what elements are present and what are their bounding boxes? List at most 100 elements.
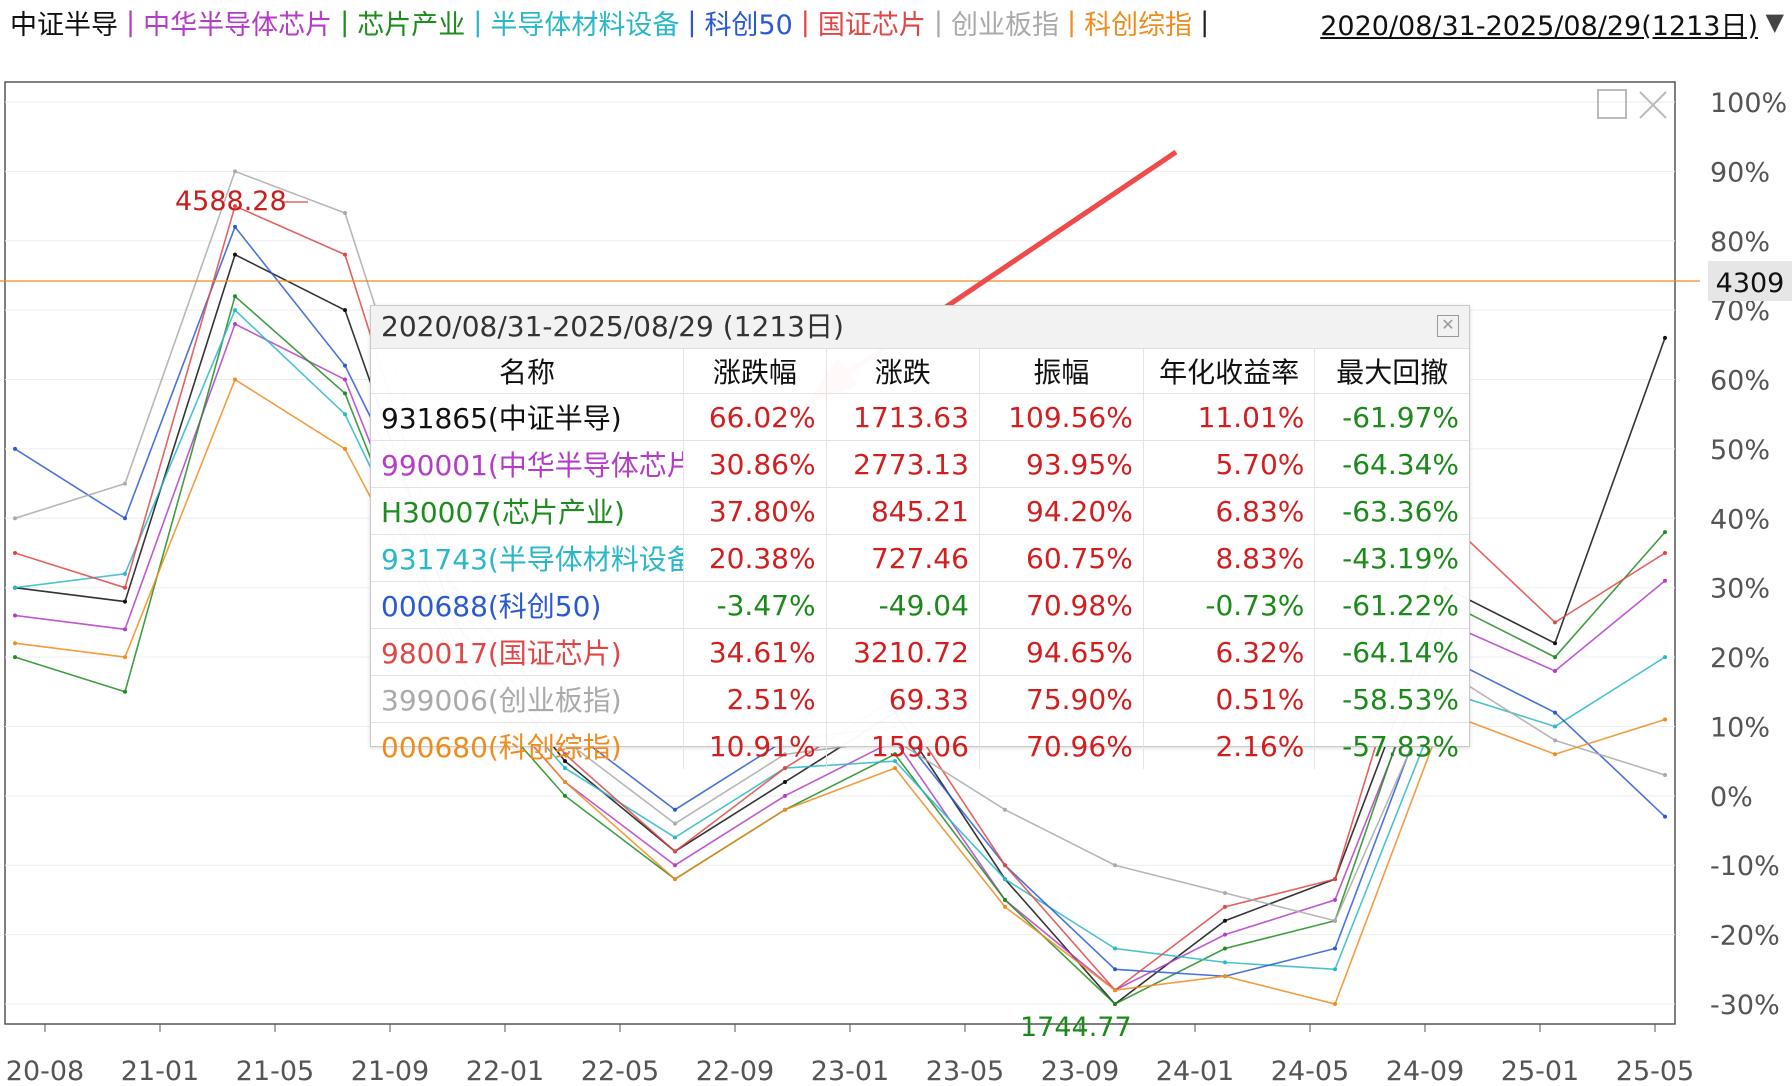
legend-item[interactable]: 芯片产业	[357, 9, 466, 41]
data-point	[1113, 1002, 1117, 1006]
y-tick-label: 40%	[1710, 504, 1770, 535]
series-line	[14, 378, 1666, 1005]
cell-drawdown: -43.19%	[1314, 534, 1469, 582]
data-point	[123, 571, 127, 576]
x-tick-label: 25-01	[1501, 1056, 1579, 1086]
data-point	[1333, 918, 1337, 923]
data-point	[673, 807, 677, 812]
legend-separator: |	[687, 6, 697, 38]
data-point	[343, 211, 347, 216]
cell-amplitude: 94.20%	[978, 487, 1144, 535]
y-tick-label: 90%	[1710, 157, 1770, 188]
current-value-label: 4309	[1716, 268, 1785, 299]
data-point	[1553, 620, 1557, 625]
data-point	[1223, 918, 1227, 923]
data-point	[1663, 530, 1667, 535]
cell-annual: 6.83%	[1142, 487, 1315, 535]
cell-change: 69.33	[825, 675, 980, 723]
data-point	[343, 412, 347, 417]
table-row[interactable]: 000688(科创50) -3.47% -49.04 70.98% -0.73% -61.…	[371, 581, 1469, 629]
y-tick-label: 10%	[1710, 712, 1770, 743]
data-point	[233, 308, 237, 313]
y-tick-label: 20%	[1710, 643, 1770, 674]
table-row[interactable]: 990001(中华半导体芯片) 30.86% 2773.13 93.95% 5.70% -…	[371, 440, 1469, 488]
column-header[interactable]: 振幅	[978, 349, 1144, 394]
date-range-selector[interactable]: 2020/08/31-2025/08/29(1213日)	[1320, 11, 1758, 42]
cell-drawdown: -63.36%	[1314, 487, 1469, 535]
legend-item[interactable]: 国证芯片	[817, 9, 926, 41]
data-point	[1223, 974, 1227, 979]
cell-drawdown: -58.53%	[1314, 675, 1469, 723]
data-point	[233, 322, 237, 327]
data-point	[673, 849, 677, 854]
data-point	[783, 779, 787, 784]
cell-change-pct: 34.61%	[683, 628, 827, 676]
y-tick-label: -30%	[1710, 990, 1780, 1021]
column-header[interactable]: 最大回撤	[1314, 349, 1469, 394]
data-point	[1003, 904, 1007, 909]
data-point	[673, 877, 677, 882]
data-point	[1223, 890, 1227, 895]
table-row[interactable]: H30007(芯片产业) 37.80% 845.21 94.20% 6.83% -63.3…	[371, 487, 1469, 535]
data-point	[123, 655, 127, 660]
data-point	[1663, 717, 1667, 722]
cell-change: -49.04	[825, 581, 980, 629]
low-value-label: 1744.77	[1020, 1012, 1132, 1043]
data-point	[1553, 752, 1557, 757]
cell-drawdown: -61.22%	[1314, 581, 1469, 629]
legend-item[interactable]: 创业板指	[951, 9, 1060, 41]
data-point	[1553, 655, 1557, 660]
data-point	[233, 204, 237, 209]
legend-item[interactable]: 科创50	[704, 9, 793, 41]
data-point	[1333, 877, 1337, 882]
table-row[interactable]: 399006(创业板指) 2.51% 69.33 75.90% 0.51% -58.53%	[371, 675, 1469, 723]
table-row[interactable]: 931865(中证半导) 66.02% 1713.63 109.56% 11.01% -6…	[371, 393, 1469, 441]
legend-item[interactable]: 半导体材料设备	[490, 9, 680, 41]
cell-annual: 0.51%	[1142, 675, 1315, 723]
data-point	[1553, 724, 1557, 729]
legend-item[interactable]: 中证半导	[10, 9, 118, 41]
table-row[interactable]: 000680(科创综指) 10.91% 159.06 70.96% 2.16% -57.8…	[371, 722, 1469, 769]
data-point	[13, 585, 17, 590]
data-point	[1663, 551, 1667, 555]
data-point	[1333, 897, 1337, 902]
data-point	[563, 779, 567, 784]
column-header[interactable]: 涨跌幅	[683, 349, 827, 394]
y-tick-label: 30%	[1710, 574, 1770, 605]
cell-change: 3210.72	[825, 628, 980, 676]
data-point	[1223, 904, 1227, 909]
data-point	[233, 224, 237, 229]
cell-amplitude: 70.98%	[978, 581, 1144, 629]
data-point	[1553, 668, 1557, 673]
cell-annual: 5.70%	[1142, 440, 1315, 488]
data-point	[1003, 877, 1007, 882]
current-value-box	[1708, 261, 1792, 301]
cell-amplitude: 109.56%	[978, 393, 1144, 441]
data-point	[233, 377, 237, 382]
x-tick-label: 21-01	[121, 1056, 199, 1086]
column-header[interactable]: 名称	[499, 356, 556, 389]
y-tick-label: 70%	[1710, 296, 1770, 327]
data-point	[1113, 863, 1117, 868]
cell-name: 931743(半导体材料设备)	[371, 534, 684, 582]
dropdown-arrow-icon[interactable]: ▼	[1765, 8, 1784, 36]
table-row[interactable]: 931743(半导体材料设备) 20.38% 727.46 60.75% 8.83% -4…	[371, 534, 1469, 582]
data-point	[233, 252, 237, 257]
table-row[interactable]: 980017(国证芯片) 34.61% 3210.72 94.65% 6.32% -64.…	[371, 628, 1469, 676]
cell-change-pct: 66.02%	[683, 393, 827, 441]
column-header[interactable]: 年化收益率	[1142, 349, 1315, 394]
y-tick-label: 100%	[1710, 88, 1787, 119]
x-tick-label: 23-05	[926, 1056, 1004, 1086]
data-point	[343, 308, 347, 313]
cell-change: 159.06	[825, 722, 980, 769]
cell-change: 727.46	[825, 534, 980, 582]
column-header[interactable]: 涨跌	[825, 349, 980, 394]
legend-separator: |	[126, 6, 136, 38]
legend-item[interactable]: 中华半导体芯片	[143, 9, 333, 41]
data-point	[123, 689, 127, 694]
popup-close-icon[interactable]: ✕	[1437, 315, 1459, 337]
cell-change-pct: 2.51%	[683, 675, 827, 723]
x-tick-label: 22-09	[696, 1056, 774, 1086]
legend-item[interactable]: 科创综指	[1084, 9, 1193, 41]
cell-change-pct: 37.80%	[683, 487, 827, 535]
